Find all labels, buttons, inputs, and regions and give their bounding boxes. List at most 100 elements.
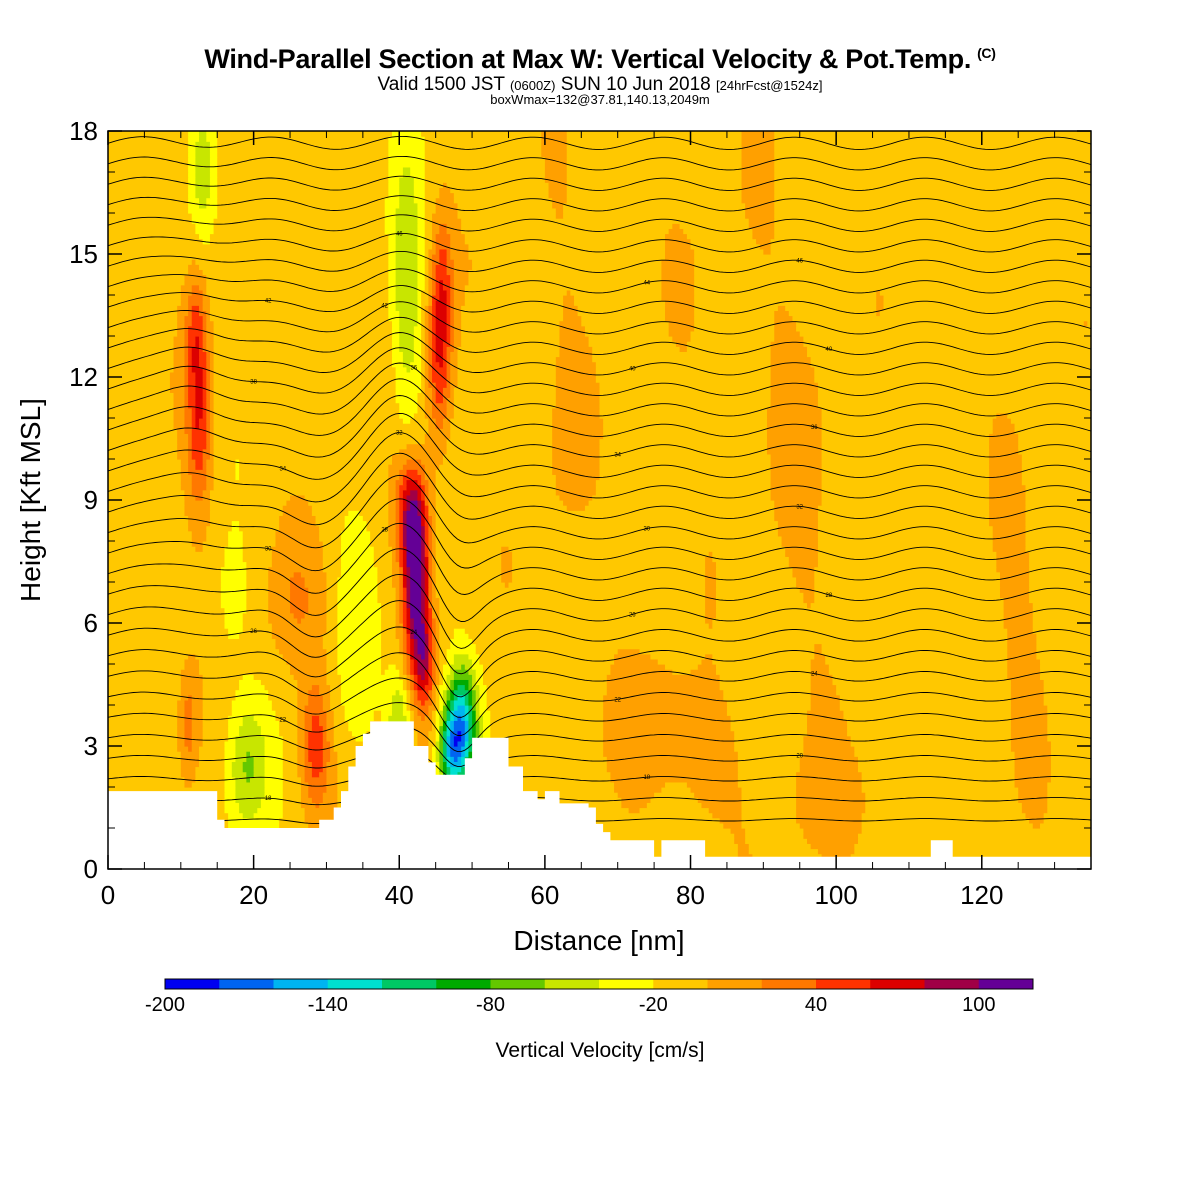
velocity-cell — [555, 397, 601, 404]
velocity-cell — [348, 720, 371, 727]
velocity-cell — [446, 320, 451, 327]
velocity-cell — [1050, 756, 1091, 762]
velocity-cell — [428, 254, 433, 260]
velocity-cell — [450, 279, 455, 286]
velocity-cell — [399, 669, 404, 675]
velocity-cell — [992, 418, 1012, 424]
velocity-cell — [209, 361, 215, 368]
velocity-cell — [432, 715, 437, 721]
velocity-cell — [781, 535, 819, 542]
colorbar-swatch — [816, 979, 871, 989]
velocity-cell — [737, 853, 754, 860]
velocity-cell — [424, 366, 429, 373]
velocity-cell — [468, 740, 473, 747]
velocity-cell — [402, 520, 408, 527]
velocity-cell — [395, 597, 400, 604]
velocity-cell — [1043, 817, 1091, 824]
velocity-cell — [424, 346, 429, 352]
velocity-cell — [606, 766, 739, 773]
velocity-cell — [202, 300, 211, 306]
velocity-cell — [730, 725, 808, 732]
velocity-cell — [559, 351, 593, 358]
velocity-cell — [337, 653, 382, 660]
velocity-cell — [406, 602, 411, 609]
velocity-cell — [475, 694, 480, 701]
velocity-cell — [1007, 669, 1041, 675]
velocity-cell — [206, 428, 211, 434]
velocity-cell — [199, 669, 291, 675]
velocity-cell — [475, 710, 480, 716]
velocity-cell — [209, 305, 389, 311]
velocity-cell — [428, 305, 433, 311]
velocity-cell — [723, 689, 812, 696]
velocity-cell — [424, 336, 429, 342]
velocity-cell — [402, 566, 408, 573]
velocity-cell — [206, 310, 211, 317]
velocity-cell — [333, 735, 357, 742]
velocity-cell — [188, 653, 196, 660]
velocity-cell — [435, 587, 706, 593]
velocity-cell — [599, 443, 768, 450]
velocity-cell — [297, 740, 306, 747]
velocity-cell — [450, 254, 470, 260]
velocity-cell — [996, 561, 1030, 568]
velocity-cell — [253, 761, 266, 768]
velocity-cell — [450, 694, 455, 701]
velocity-cell — [770, 489, 823, 496]
velocity-cell — [446, 674, 455, 680]
velocity-cell — [191, 346, 200, 352]
velocity-cell — [264, 776, 284, 783]
velocity-cell — [395, 587, 400, 593]
velocity-cell — [177, 310, 189, 317]
velocity-cell — [807, 351, 1091, 358]
velocity-cell — [417, 479, 422, 486]
velocity-cell — [344, 515, 364, 522]
velocity-cell — [108, 346, 175, 352]
velocity-cell — [271, 551, 324, 557]
velocity-cell — [421, 607, 426, 614]
velocity-cell — [242, 674, 255, 680]
colorbar-tick-label: -140 — [308, 994, 348, 1016]
velocity-cell — [202, 494, 211, 501]
velocity-cell — [344, 520, 368, 527]
velocity-cell — [108, 161, 189, 168]
velocity-cell — [195, 407, 204, 414]
theta-contour-label: 18 — [265, 796, 272, 802]
velocity-cell — [450, 705, 455, 711]
velocity-cell — [253, 812, 284, 819]
velocity-cell — [253, 756, 266, 762]
velocity-cell — [821, 412, 997, 419]
velocity-cell — [450, 433, 553, 440]
velocity-cell — [290, 607, 309, 614]
velocity-cell — [428, 330, 433, 337]
velocity-cell — [209, 233, 389, 240]
velocity-cell — [825, 658, 1008, 665]
velocity-cell — [300, 776, 306, 783]
velocity-cell — [712, 623, 1005, 629]
velocity-cell — [108, 356, 175, 363]
velocity-cell — [322, 556, 342, 563]
velocity-cell — [439, 192, 455, 199]
velocity-cell — [177, 699, 186, 706]
velocity-cell — [322, 797, 338, 803]
velocity-cell — [446, 735, 451, 742]
velocity-cell — [217, 146, 389, 153]
velocity-cell — [428, 643, 433, 650]
velocity-cell — [108, 740, 178, 747]
velocity-cell — [559, 341, 590, 347]
theta-contour-line — [108, 285, 1091, 314]
velocity-cell — [395, 284, 419, 291]
velocity-cell — [395, 289, 419, 296]
velocity-cell — [566, 197, 743, 204]
colorbar-tick-label: 40 — [805, 994, 827, 1016]
velocity-cell — [188, 336, 196, 342]
velocity-cell — [442, 751, 448, 757]
velocity-cell — [737, 771, 797, 778]
velocity-cell — [188, 325, 204, 332]
velocity-cell — [108, 617, 226, 624]
velocity-cell — [410, 489, 419, 496]
velocity-cell — [705, 653, 713, 660]
velocity-cell — [177, 730, 186, 737]
velocity-cell — [774, 315, 794, 322]
theta-contour-label: 42 — [381, 304, 388, 310]
